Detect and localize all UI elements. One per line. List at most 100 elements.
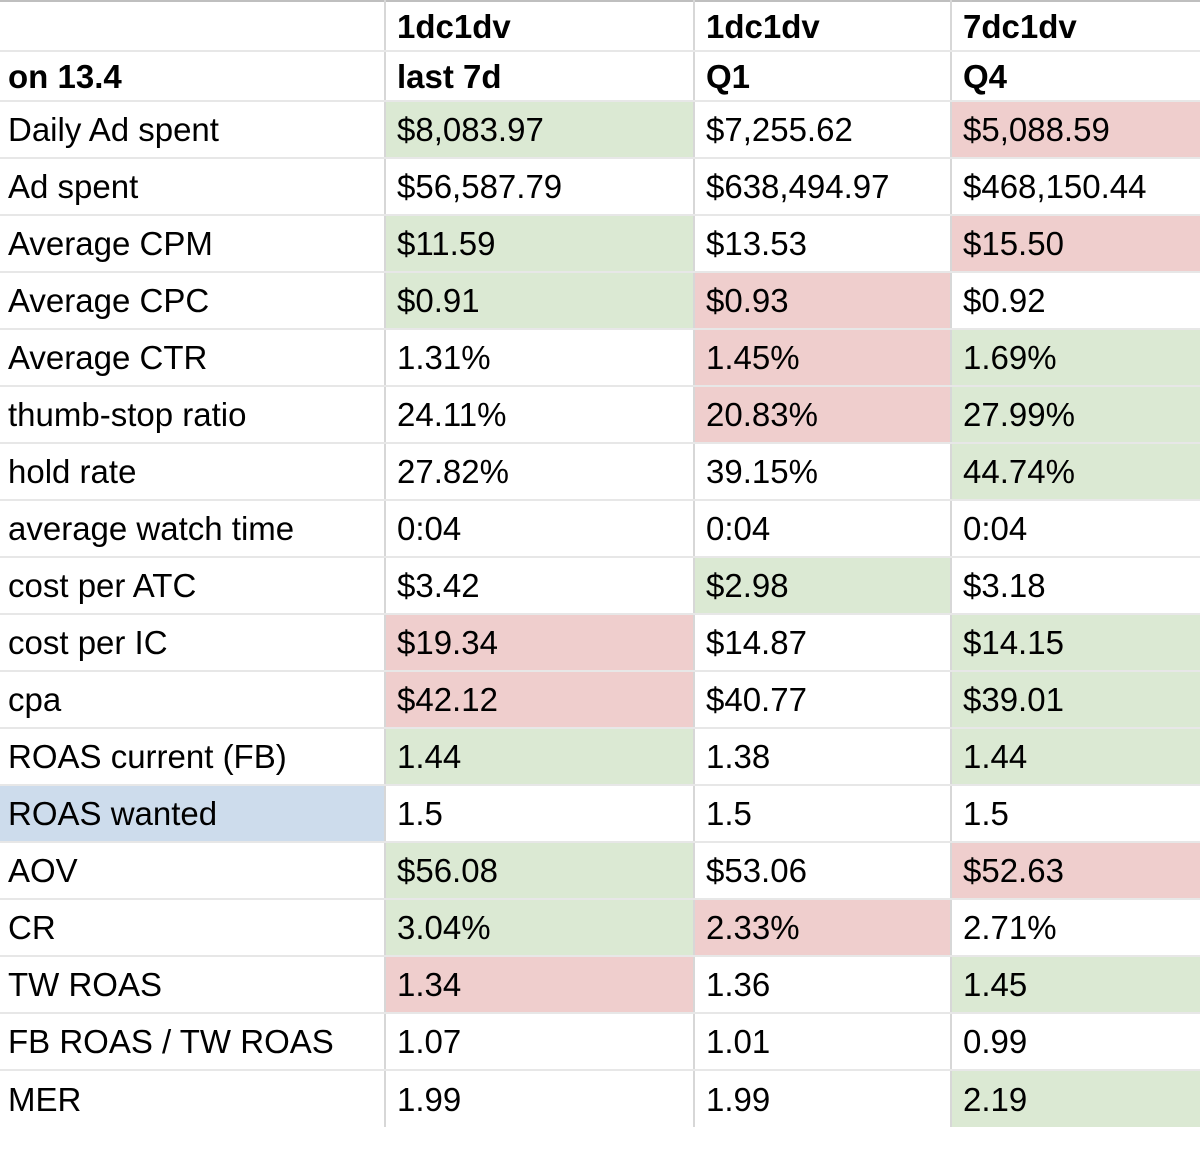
value-cell[interactable]: $40.77: [693, 670, 952, 729]
value-cell[interactable]: 0:04: [384, 499, 695, 558]
value-cell[interactable]: 0.99: [950, 1012, 1200, 1071]
value-cell[interactable]: $0.91: [384, 271, 695, 330]
value-cell[interactable]: $52.63: [950, 841, 1200, 900]
metric-label-cell[interactable]: cost per IC: [0, 613, 386, 672]
table-row: cost per IC $19.34 $14.87 $14.15: [0, 613, 1200, 672]
value-cell[interactable]: $11.59: [384, 214, 695, 273]
value-cell[interactable]: 27.82%: [384, 442, 695, 501]
value-cell[interactable]: 27.99%: [950, 385, 1200, 444]
value-cell[interactable]: 0:04: [950, 499, 1200, 558]
value-cell[interactable]: 2.33%: [693, 898, 952, 957]
value-cell[interactable]: 44.74%: [950, 442, 1200, 501]
value-cell[interactable]: 1.5: [950, 784, 1200, 843]
metric-label-cell[interactable]: Daily Ad spent: [0, 100, 386, 159]
metric-label-cell[interactable]: thumb-stop ratio: [0, 385, 386, 444]
column-header-cell[interactable]: 1dc1dv: [693, 1, 952, 52]
table-row: cpa $42.12 $40.77 $39.01: [0, 670, 1200, 729]
value-cell[interactable]: $13.53: [693, 214, 952, 273]
table-row: cost per ATC $3.42 $2.98 $3.18: [0, 556, 1200, 615]
column-header-cell[interactable]: 1dc1dv: [384, 1, 695, 52]
value-cell[interactable]: $7,255.62: [693, 100, 952, 159]
header-row-periods: on 13.4 last 7d Q1 Q4: [0, 50, 1200, 102]
value-cell[interactable]: 1.31%: [384, 328, 695, 387]
corner-cell[interactable]: [0, 1, 386, 52]
table-row: Daily Ad spent $8,083.97 $7,255.62 $5,088.5…: [0, 100, 1200, 159]
metric-label-cell[interactable]: hold rate: [0, 442, 386, 501]
value-cell[interactable]: 2.71%: [950, 898, 1200, 957]
column-header-cell[interactable]: Q1: [693, 50, 952, 102]
metric-label-cell[interactable]: AOV: [0, 841, 386, 900]
value-cell[interactable]: 3.04%: [384, 898, 695, 957]
metric-label-cell[interactable]: cost per ATC: [0, 556, 386, 615]
value-cell[interactable]: 1.5: [384, 784, 695, 843]
value-cell[interactable]: 1.34: [384, 955, 695, 1014]
value-cell[interactable]: $14.15: [950, 613, 1200, 672]
metric-label-cell[interactable]: cpa: [0, 670, 386, 729]
value-cell[interactable]: $53.06: [693, 841, 952, 900]
value-cell[interactable]: $0.93: [693, 271, 952, 330]
value-cell[interactable]: 1.45%: [693, 328, 952, 387]
table-row: ROAS wanted 1.5 1.5 1.5: [0, 784, 1200, 843]
table-row: Average CTR 1.31% 1.45% 1.69%: [0, 328, 1200, 387]
metric-label-cell[interactable]: TW ROAS: [0, 955, 386, 1014]
table-row: AOV $56.08 $53.06 $52.63: [0, 841, 1200, 900]
table-row: TW ROAS 1.34 1.36 1.45: [0, 955, 1200, 1014]
table-row: average watch time 0:04 0:04 0:04: [0, 499, 1200, 558]
header-row-variants: 1dc1dv 1dc1dv 7dc1dv: [0, 1, 1200, 52]
value-cell[interactable]: $8,083.97: [384, 100, 695, 159]
value-cell[interactable]: 1.44: [950, 727, 1200, 786]
value-cell[interactable]: $15.50: [950, 214, 1200, 273]
metric-label-cell[interactable]: CR: [0, 898, 386, 957]
value-cell[interactable]: $0.92: [950, 271, 1200, 330]
table-row: CR 3.04% 2.33% 2.71%: [0, 898, 1200, 957]
value-cell[interactable]: 24.11%: [384, 385, 695, 444]
value-cell[interactable]: $19.34: [384, 613, 695, 672]
value-cell[interactable]: 1.45: [950, 955, 1200, 1014]
value-cell[interactable]: 1.5: [693, 784, 952, 843]
value-cell[interactable]: $56.08: [384, 841, 695, 900]
table-row: thumb-stop ratio 24.11% 20.83% 27.99%: [0, 385, 1200, 444]
value-cell[interactable]: 39.15%: [693, 442, 952, 501]
metric-label-cell[interactable]: FB ROAS / TW ROAS: [0, 1012, 386, 1071]
value-cell[interactable]: 1.36: [693, 955, 952, 1014]
value-cell[interactable]: $638,494.97: [693, 157, 952, 216]
metric-label-cell[interactable]: Ad spent: [0, 157, 386, 216]
table-row: Average CPC $0.91 $0.93 $0.92: [0, 271, 1200, 330]
value-cell[interactable]: $3.42: [384, 556, 695, 615]
value-cell[interactable]: 1.99: [693, 1069, 952, 1127]
metric-label-cell[interactable]: ROAS current (FB): [0, 727, 386, 786]
value-cell[interactable]: 1.69%: [950, 328, 1200, 387]
value-cell[interactable]: $5,088.59: [950, 100, 1200, 159]
table-row: ROAS current (FB) 1.44 1.38 1.44: [0, 727, 1200, 786]
value-cell[interactable]: $468,150.44: [950, 157, 1200, 216]
value-cell[interactable]: 2.19: [950, 1069, 1200, 1127]
date-header-cell[interactable]: on 13.4: [0, 50, 386, 102]
value-cell[interactable]: $14.87: [693, 613, 952, 672]
value-cell[interactable]: $56,587.79: [384, 157, 695, 216]
value-cell[interactable]: $39.01: [950, 670, 1200, 729]
value-cell[interactable]: 1.01: [693, 1012, 952, 1071]
value-cell[interactable]: $42.12: [384, 670, 695, 729]
value-cell[interactable]: 1.38: [693, 727, 952, 786]
value-cell[interactable]: $3.18: [950, 556, 1200, 615]
table-body: Daily Ad spent $8,083.97 $7,255.62 $5,088.5…: [0, 100, 1200, 1127]
metric-label-cell[interactable]: ROAS wanted: [0, 784, 386, 843]
table-row: MER 1.99 1.99 2.19: [0, 1069, 1200, 1127]
column-header-cell[interactable]: 7dc1dv: [950, 1, 1200, 52]
metric-label-cell[interactable]: Average CTR: [0, 328, 386, 387]
table-row: Ad spent $56,587.79 $638,494.97 $468,150.44: [0, 157, 1200, 216]
value-cell[interactable]: 1.99: [384, 1069, 695, 1127]
metric-label-cell[interactable]: Average CPC: [0, 271, 386, 330]
metric-label-cell[interactable]: Average CPM: [0, 214, 386, 273]
metric-label-cell[interactable]: MER: [0, 1069, 386, 1127]
value-cell[interactable]: 20.83%: [693, 385, 952, 444]
value-cell[interactable]: 1.44: [384, 727, 695, 786]
value-cell[interactable]: 1.07: [384, 1012, 695, 1071]
table-header: 1dc1dv 1dc1dv 7dc1dv on 13.4 last 7d Q1 …: [0, 1, 1200, 102]
metric-label-cell[interactable]: average watch time: [0, 499, 386, 558]
column-header-cell[interactable]: Q4: [950, 50, 1200, 102]
column-header-cell[interactable]: last 7d: [384, 50, 695, 102]
table-row: Average CPM $11.59 $13.53 $15.50: [0, 214, 1200, 273]
value-cell[interactable]: $2.98: [693, 556, 952, 615]
value-cell[interactable]: 0:04: [693, 499, 952, 558]
